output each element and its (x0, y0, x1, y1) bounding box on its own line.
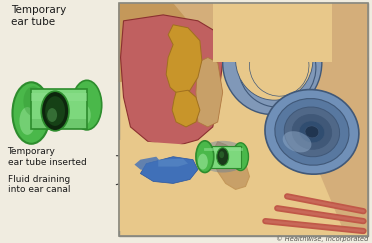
Bar (119, 3, 368, 236)
Polygon shape (172, 90, 200, 127)
Ellipse shape (217, 148, 229, 165)
Polygon shape (213, 142, 250, 189)
Bar (205, 146, 241, 168)
Ellipse shape (19, 107, 35, 135)
Ellipse shape (72, 80, 102, 130)
Polygon shape (173, 3, 368, 58)
Ellipse shape (197, 141, 248, 173)
Text: Fluid draining
into ear canal: Fluid draining into ear canal (7, 174, 70, 194)
Ellipse shape (265, 90, 359, 174)
Bar (31, 89, 87, 129)
Text: Temporary
ear tube inserted: Temporary ear tube inserted (7, 147, 86, 166)
Ellipse shape (284, 107, 340, 157)
Bar (31, 119, 87, 129)
Ellipse shape (45, 96, 65, 126)
Polygon shape (140, 157, 198, 183)
Ellipse shape (275, 98, 349, 165)
Ellipse shape (198, 154, 208, 170)
Ellipse shape (223, 10, 322, 114)
Ellipse shape (13, 82, 50, 144)
Text: © Healthwise, Incorporated: © Healthwise, Incorporated (276, 235, 368, 242)
Text: Temporary
ear tube: Temporary ear tube (12, 5, 67, 27)
Ellipse shape (196, 141, 214, 173)
Ellipse shape (238, 28, 316, 107)
Bar (119, 3, 368, 236)
Polygon shape (134, 157, 163, 172)
Bar (31, 93, 87, 101)
Ellipse shape (292, 114, 332, 149)
Ellipse shape (299, 121, 325, 143)
Ellipse shape (23, 86, 43, 116)
Polygon shape (196, 58, 223, 127)
Bar (213, 3, 332, 62)
Polygon shape (166, 25, 202, 94)
Ellipse shape (232, 143, 248, 171)
Polygon shape (279, 8, 368, 231)
Ellipse shape (305, 126, 319, 138)
Ellipse shape (47, 108, 57, 122)
Ellipse shape (250, 35, 309, 96)
Ellipse shape (79, 105, 91, 125)
Polygon shape (158, 159, 188, 167)
Ellipse shape (283, 131, 311, 152)
Ellipse shape (235, 19, 313, 100)
Ellipse shape (219, 151, 224, 158)
Ellipse shape (41, 91, 69, 131)
Polygon shape (119, 140, 282, 231)
Polygon shape (119, 3, 198, 82)
Polygon shape (121, 15, 223, 147)
